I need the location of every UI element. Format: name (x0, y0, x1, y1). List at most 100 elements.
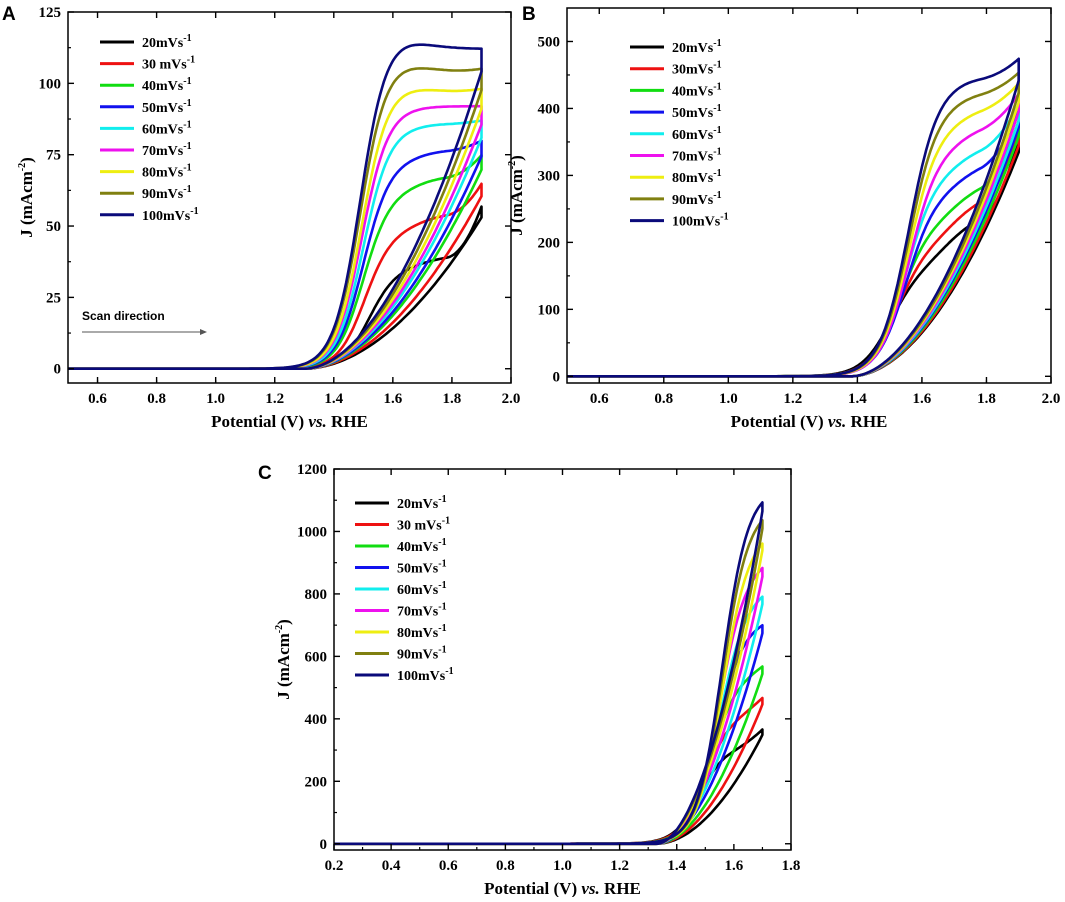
series-line-100 (567, 57, 1020, 378)
x-tick-label: 1.8 (443, 391, 462, 407)
x-tick-label: 0.6 (439, 858, 458, 874)
y-tick-label: 25 (46, 290, 61, 306)
series-group (567, 57, 1020, 378)
series-line-40 (334, 665, 764, 846)
x-tick-label: 2.0 (1042, 391, 1061, 407)
x-tick-label: 0.8 (147, 391, 166, 407)
series-line-30 (567, 129, 1020, 378)
x-axis-title: Potential (V) vs. RHE (211, 412, 368, 431)
legend-label-20: 20mVs-1 (397, 494, 447, 512)
series-line-100 (334, 501, 764, 846)
x-tick-label: 1.0 (719, 391, 738, 407)
x-tick-label: 2.0 (502, 391, 521, 407)
y-tick-label: 400 (538, 101, 561, 117)
x-tick-label: 1.2 (265, 391, 284, 407)
legend-label-20: 20mVs-1 (672, 38, 722, 56)
x-tick-label: 1.4 (667, 858, 686, 874)
y-axis-title: J (mAcm-2) (507, 155, 526, 236)
series-group (334, 501, 764, 846)
legend-label-80: 80mVs-1 (672, 168, 722, 186)
legend-label-70: 70mVs-1 (142, 141, 192, 159)
panel-letter: B (522, 4, 536, 25)
x-tick-label: 1.6 (913, 391, 932, 407)
x-tick-label: 0.8 (496, 858, 515, 874)
arrow-head-icon (200, 329, 207, 335)
series-group (68, 43, 483, 370)
legend-label-90: 90mVs-1 (672, 190, 722, 208)
panel-b: B 0.6 0.8 1.0 1.2 1.4 1.6 1.8 2.0 0 100 200 300 400 50… (507, 4, 1060, 431)
y-tick-label: 600 (305, 649, 328, 665)
x-tick-label: 1.6 (725, 858, 744, 874)
legend-label-100: 100mVs-1 (672, 212, 729, 230)
series-line-70 (567, 92, 1020, 378)
legend-label-90: 90mVs-1 (142, 184, 192, 202)
x-axis-title: Potential (V) vs. RHE (731, 412, 888, 431)
x-tick-label: 0.6 (590, 391, 609, 407)
x-tick-label: 1.8 (977, 391, 996, 407)
series-line-80 (567, 82, 1020, 378)
y-tick-label: 0 (320, 837, 328, 853)
legend-label-40: 40mVs-1 (672, 81, 722, 99)
panel-a: A 0.6 0.8 1.0 1.2 1.4 1.6 1.8 2.0 0 25 50 75 100 125 Po… (2, 4, 520, 431)
x-tick-label: 0.4 (382, 858, 401, 874)
legend: 20mVs-1 30mVs-1 40mVs-1 50mVs-1 60mVs-1 70mVs… (630, 38, 729, 230)
y-tick-label: 125 (39, 5, 62, 21)
legend-label-50: 50mVs-1 (142, 98, 192, 116)
legend-label-100: 100mVs-1 (142, 206, 199, 224)
x-tick-label: 1.2 (783, 391, 802, 407)
x-tick-label: 1.2 (610, 858, 629, 874)
legend-label-40: 40mVs-1 (142, 76, 192, 94)
y-axis-title: J (mAcm-2) (17, 157, 36, 238)
panel-c: C 0.2 0.4 0.6 0.8 1.0 1.2 1.4 1.6 1.8 0 200 400 600 80… (258, 462, 801, 898)
x-tick-label: 0.8 (654, 391, 673, 407)
series-line-80 (68, 87, 483, 370)
series-line-40 (567, 119, 1020, 378)
y-tick-label: 200 (305, 774, 328, 790)
legend: 20mVs-1 30 mVs-1 40mVs-1 50mVs-1 60mVs-1 70mV… (100, 33, 199, 224)
x-tick-label: 1.4 (848, 391, 867, 407)
legend-label-60: 60mVs-1 (397, 580, 447, 598)
legend-label-80: 80mVs-1 (142, 163, 192, 181)
legend: 20mVs-1 30 mVs-1 40mVs-1 50mVs-1 60mVs-1 70mV… (355, 494, 454, 684)
legend-label-20: 20mVs-1 (142, 33, 192, 51)
series-line-30 (334, 696, 764, 846)
series-line-20 (68, 205, 483, 370)
x-axis-title: Potential (V) vs. RHE (484, 879, 641, 897)
series-line-100 (68, 43, 483, 370)
x-tick-label: 1.6 (383, 391, 402, 407)
y-tick-label: 1200 (297, 462, 327, 478)
legend-label-40: 40mVs-1 (397, 537, 447, 555)
legend-label-50: 50mVs-1 (672, 103, 722, 121)
y-tick-label: 1000 (297, 524, 327, 540)
y-tick-label: 0 (54, 362, 62, 378)
legend-label-30: 30 mVs-1 (142, 55, 195, 73)
y-tick-label: 200 (538, 235, 561, 251)
y-tick-label: 100 (538, 302, 561, 318)
legend-label-30: 30 mVs-1 (397, 516, 450, 534)
x-tick-label: 0.2 (325, 858, 344, 874)
y-tick-label: 75 (46, 148, 61, 164)
legend-label-60: 60mVs-1 (672, 125, 722, 143)
y-tick-label: 0 (553, 369, 561, 385)
y-tick-label: 50 (46, 219, 61, 235)
y-tick-label: 500 (538, 34, 561, 50)
panel-letter: A (2, 4, 16, 25)
y-tick-label: 100 (39, 76, 62, 92)
y-tick-label: 400 (305, 712, 328, 728)
legend-label-80: 80mVs-1 (397, 623, 447, 641)
x-tick-label: 1.0 (553, 858, 572, 874)
y-tick-label: 800 (305, 587, 328, 603)
plot-frame (67, 11, 512, 384)
plot-frame (566, 7, 1052, 384)
legend-label-70: 70mVs-1 (397, 602, 447, 620)
legend-label-50: 50mVs-1 (397, 559, 447, 577)
y-tick-label: 300 (538, 168, 561, 184)
legend-label-100: 100mVs-1 (397, 666, 454, 684)
x-tick-label: 1.4 (324, 391, 343, 407)
x-tick-label: 0.6 (88, 391, 107, 407)
x-tick-label: 1.0 (206, 391, 225, 407)
x-tick-label: 1.8 (782, 858, 801, 874)
series-line-90 (68, 67, 483, 370)
legend-label-60: 60mVs-1 (142, 119, 192, 137)
